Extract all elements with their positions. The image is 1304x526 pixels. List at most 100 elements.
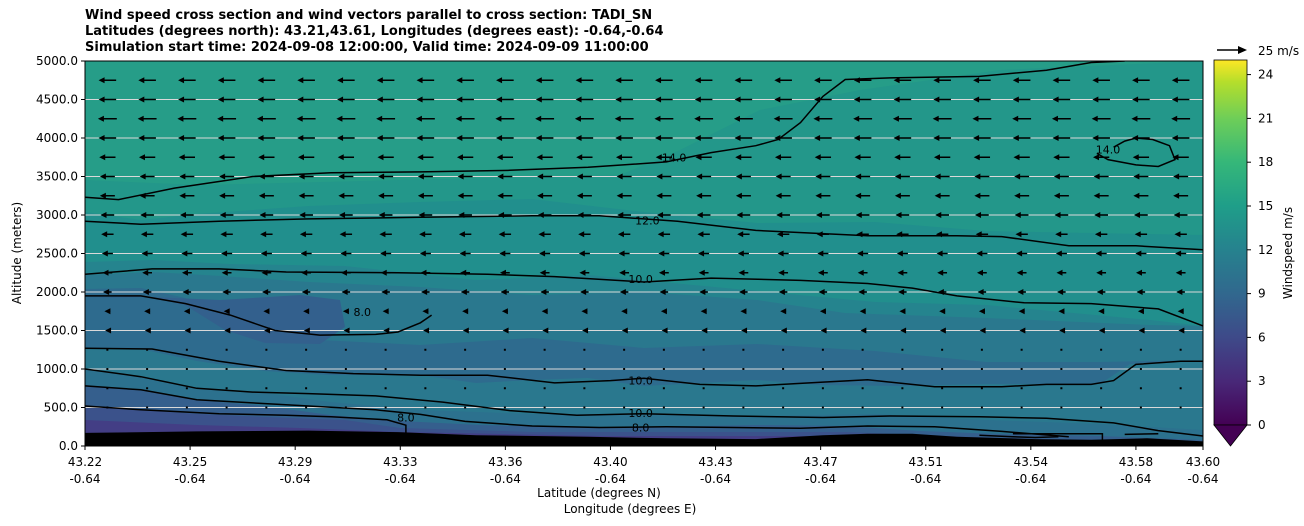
contour-line-8-0 [85, 385, 1069, 438]
wind-vector-head [778, 289, 785, 295]
wind-vector-head [298, 173, 305, 180]
wind-vector-head [102, 269, 109, 276]
y-tick-label: 4500.0 [36, 93, 78, 107]
wind-vector-head [144, 327, 151, 334]
wind-vector-head [1052, 96, 1059, 103]
x-axis-label-lon: Longitude (degrees E) [564, 502, 697, 516]
wind-vector-head [1172, 154, 1179, 161]
wind-vector-head [776, 231, 783, 238]
wind-vector-head [258, 192, 265, 199]
wind-vector-head [1095, 250, 1102, 257]
x-tick-lat: 43.43 [698, 455, 732, 469]
wind-vector-head [895, 212, 902, 218]
wind-vector-head [897, 269, 904, 276]
wind-vector-head [1174, 231, 1181, 238]
wind-vector-head [221, 250, 228, 257]
wind-vector-head [224, 327, 231, 334]
wind-vector-head [419, 231, 426, 238]
wind-vector [623, 406, 626, 409]
x-tick-lon: -0.64 [175, 472, 206, 486]
wind-vector-head [853, 77, 860, 84]
wind-vector-head [734, 135, 741, 141]
wind-vector-head [619, 289, 626, 295]
wind-vector-head [778, 269, 785, 276]
wind-vector-head [737, 231, 744, 238]
wind-vector-head [377, 154, 384, 161]
quiver-key-label: 25 m/s [1258, 44, 1299, 58]
wind-vector [543, 387, 546, 390]
wind-vector-head [180, 212, 187, 218]
y-tick-label: 500.0 [44, 401, 78, 415]
wind-vector-head [219, 212, 226, 218]
wind-vector-head [497, 192, 504, 199]
wind-vector [702, 406, 705, 409]
x-tick-lat: 43.22 [68, 455, 102, 469]
wind-vector [464, 406, 467, 409]
wind-vector-head [499, 269, 506, 276]
wind-vector-head [542, 327, 549, 334]
wind-vector-head [97, 115, 104, 122]
contour-label: 10.0 [628, 273, 653, 286]
wind-vector-head [814, 154, 821, 161]
wind-vector-head [462, 327, 469, 334]
wind-vector [662, 368, 665, 370]
wind-vector [861, 348, 864, 351]
wind-vector-head [976, 250, 983, 257]
wind-vector-head [853, 115, 860, 122]
wind-vector-head [297, 135, 304, 141]
wind-vector [1139, 368, 1142, 370]
wind-vector-head [535, 77, 542, 84]
wind-vector [901, 348, 904, 351]
wind-vector-head [1018, 308, 1025, 315]
wind-vector [941, 406, 944, 409]
wind-vector-head [1094, 231, 1101, 238]
wind-vector-head [182, 289, 189, 295]
wind-vector-head [814, 96, 821, 103]
wind-vector-head [423, 327, 430, 334]
wind-vector-head [1012, 96, 1019, 103]
wind-vector [106, 406, 109, 409]
wind-vector [503, 348, 506, 351]
wind-vector-head [694, 96, 701, 103]
wind-vector-head [419, 250, 426, 257]
wind-vector-head [621, 308, 628, 315]
wind-vector-head [98, 96, 105, 103]
x-tick-lat: 43.40 [593, 455, 627, 469]
wind-vector [1060, 406, 1063, 409]
wind-vector-head [1132, 154, 1139, 161]
wind-vector-head [893, 77, 900, 84]
wind-vector [1100, 348, 1103, 351]
wind-vector-head [817, 250, 824, 257]
wind-vector-head [815, 192, 822, 199]
colorbar-tick-label: 21 [1258, 111, 1273, 125]
wind-vector-head [217, 96, 224, 103]
wind-vector-head [697, 231, 704, 238]
wind-vector-head [499, 250, 506, 257]
wind-vector-head [973, 96, 980, 103]
colorbar-ticks: 0 3 6 9 12 15 18 21 24 [1247, 68, 1273, 432]
colorbar-tick-label: 15 [1258, 199, 1273, 213]
contour-line-14-0 [1096, 137, 1176, 168]
colorbar-label: Windspeed m/s [1281, 207, 1295, 299]
x-tick-lat: 43.60 [1186, 455, 1220, 469]
wind-vector-head [933, 96, 940, 103]
wind-vector-head [416, 77, 423, 84]
wind-vector-head [615, 77, 622, 84]
wind-vector-head [733, 115, 740, 122]
wind-vector [185, 406, 188, 409]
wind-vector-head [1053, 154, 1060, 161]
wind-vector-head [979, 327, 986, 334]
wind-vector [662, 406, 665, 409]
wind-vector-head [1173, 173, 1180, 180]
wind-vector-head [299, 212, 306, 218]
wind-vector [305, 348, 308, 351]
contour-line-6-0 [979, 434, 1059, 439]
x-tick-lon: -0.64 [910, 472, 941, 486]
wind-vector-head [777, 250, 784, 257]
wind-vector-head [695, 154, 702, 161]
wind-vector-head [932, 115, 939, 122]
wind-vector-head [580, 289, 587, 295]
y-tick-label: 5000.0 [36, 54, 78, 68]
wind-vector [1139, 387, 1142, 390]
wind-vector-head [1052, 135, 1059, 141]
